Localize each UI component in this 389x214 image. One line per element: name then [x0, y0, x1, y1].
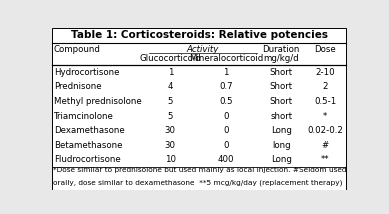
Text: 0: 0	[223, 126, 229, 135]
Text: 30: 30	[165, 141, 176, 150]
Text: Table 1: Corticosteroids: Relative potencies: Table 1: Corticosteroids: Relative poten…	[71, 30, 328, 40]
Text: 2-10: 2-10	[315, 68, 335, 77]
Text: 0.5-1: 0.5-1	[314, 97, 336, 106]
Text: Methyl prednisolone: Methyl prednisolone	[54, 97, 142, 106]
Text: Triamcinolone: Triamcinolone	[54, 111, 114, 120]
Text: 0: 0	[223, 111, 229, 120]
Text: orally, dose similar to dexamethasone  **5 mcg/kg/day (replacement therapy): orally, dose similar to dexamethasone **…	[53, 180, 343, 186]
Text: 10: 10	[165, 155, 176, 164]
Text: 400: 400	[217, 155, 234, 164]
Text: #: #	[322, 141, 329, 150]
Text: Hydrocortisone: Hydrocortisone	[54, 68, 119, 77]
Text: Betamethasone: Betamethasone	[54, 141, 122, 150]
Text: Dose: Dose	[314, 45, 336, 54]
Text: 2: 2	[322, 82, 328, 91]
Text: *: *	[323, 111, 328, 120]
Text: 0.5: 0.5	[219, 97, 233, 106]
Text: Duration: Duration	[263, 45, 300, 54]
Text: 0.02-0.2: 0.02-0.2	[307, 126, 343, 135]
Text: Fludrocortisone: Fludrocortisone	[54, 155, 121, 164]
Text: 0.7: 0.7	[219, 82, 233, 91]
Text: **: **	[321, 155, 329, 164]
Text: Activity: Activity	[187, 45, 219, 54]
Text: Compound: Compound	[54, 45, 101, 54]
Text: Short: Short	[270, 97, 293, 106]
Text: 1: 1	[223, 68, 229, 77]
Text: 5: 5	[168, 111, 173, 120]
Text: 30: 30	[165, 126, 176, 135]
Text: Long: Long	[271, 155, 292, 164]
Text: Long: Long	[271, 126, 292, 135]
Text: mg/kg/d: mg/kg/d	[263, 54, 299, 63]
Text: 5: 5	[168, 97, 173, 106]
Text: 0: 0	[223, 141, 229, 150]
Text: Short: Short	[270, 82, 293, 91]
Text: Dexamethasone: Dexamethasone	[54, 126, 124, 135]
Text: 1: 1	[168, 68, 173, 77]
Text: Short: Short	[270, 68, 293, 77]
Text: Mineralocorticoid: Mineralocorticoid	[189, 54, 263, 63]
Text: Glucocorticoid: Glucocorticoid	[139, 54, 201, 63]
Text: long: long	[272, 141, 291, 150]
Text: *Dose similar to prednisolone but used mainly as local injection. #Seldom used: *Dose similar to prednisolone but used m…	[53, 167, 347, 173]
Text: 4: 4	[168, 82, 173, 91]
Text: Prednisone: Prednisone	[54, 82, 102, 91]
Text: short: short	[270, 111, 293, 120]
